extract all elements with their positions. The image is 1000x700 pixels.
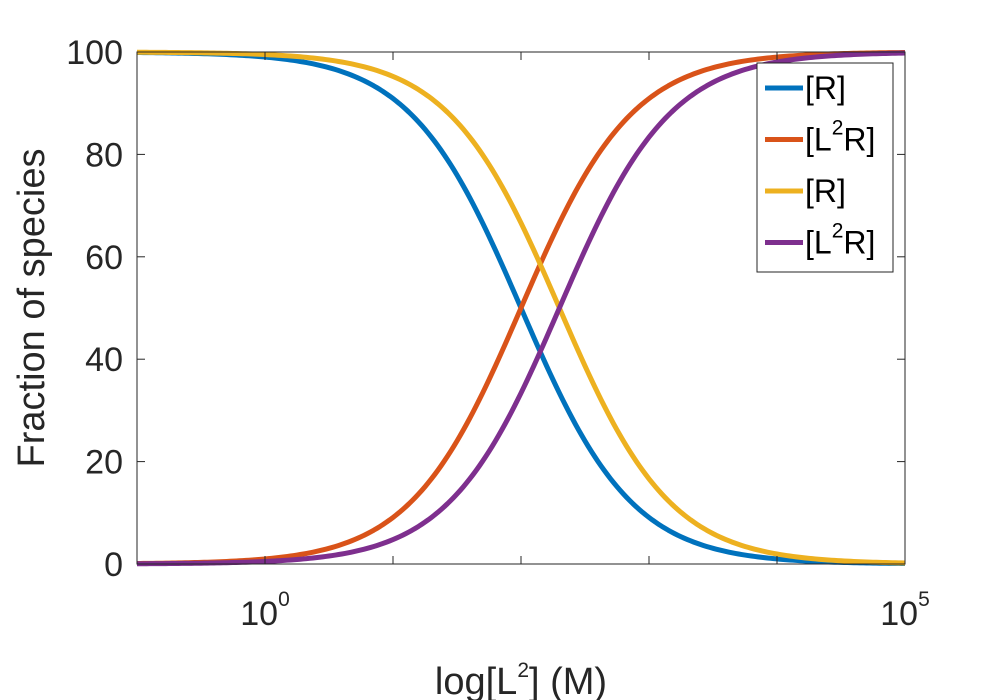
x-axis-title: log[L2] (M)	[435, 659, 607, 700]
y-tick-label-3: 60	[85, 239, 123, 277]
legend-label-1: [R]	[805, 70, 846, 106]
legend-box	[756, 62, 894, 273]
x-tick-label-1: 105	[880, 588, 930, 633]
x-tick-label-0: 100	[240, 588, 290, 633]
plot-border	[136, 51, 906, 565]
x-axis-title-main: log[L	[435, 661, 517, 700]
legend-label-3: [R]	[805, 173, 846, 209]
y-tick-label-4: 80	[85, 136, 123, 174]
x-axis-title-sup: 2	[517, 659, 529, 682]
legend: [R] [L2R] [R] [L2R]	[756, 62, 894, 273]
y-tick-label-1: 20	[85, 444, 123, 482]
x-axis-title-tail: ] (M)	[529, 661, 607, 700]
y-axis-title: Fraction of species	[11, 149, 53, 468]
y-tick-label-2: 40	[85, 341, 123, 379]
y-tick-label-0: 0	[104, 546, 123, 584]
legend-label-2: [L2R]	[805, 117, 875, 158]
legend-label-4: [L2R]	[805, 220, 875, 261]
y-tick-label-5: 100	[66, 34, 123, 72]
tick-labels: 0 20 40 60 80 100 100 105	[66, 34, 929, 633]
